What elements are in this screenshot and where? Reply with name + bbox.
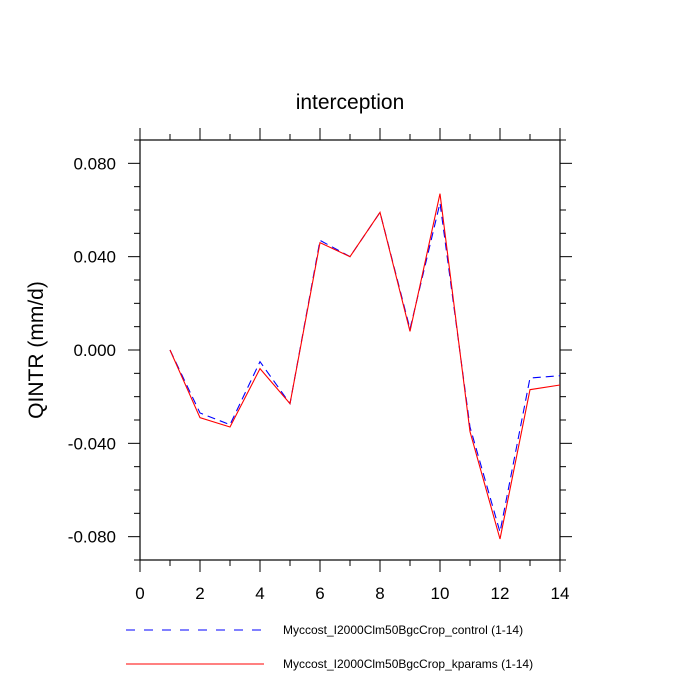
x-tick-label: 0 bbox=[135, 584, 144, 603]
axis-tick-labels: 0 2 4 6 8 10 12 14 0.080 0.040 0.000 -0.040 -0.080 bbox=[68, 154, 570, 603]
x-tick-label: 14 bbox=[551, 584, 570, 603]
data-series bbox=[169, 193, 561, 540]
y-tick-label: -0.080 bbox=[68, 528, 116, 547]
y-axis-label: QINTR (mm/d) bbox=[25, 281, 48, 419]
plot-border bbox=[139, 139, 561, 561]
plot-frame bbox=[139, 139, 561, 561]
x-tick-label: 10 bbox=[431, 584, 450, 603]
legend-label-kparams: Myccost_I2000Clm50BgcCrop_kparams (1-14) bbox=[283, 657, 533, 671]
series-line-control bbox=[169, 202, 561, 533]
legend: Myccost_I2000Clm50BgcCrop_control (1-14)… bbox=[126, 623, 533, 671]
chart-title: interception bbox=[296, 91, 405, 114]
y-tick-label: -0.040 bbox=[68, 434, 116, 453]
y-tick-label: 0.080 bbox=[73, 154, 116, 173]
x-tick-label: 8 bbox=[375, 584, 384, 603]
legend-label-control: Myccost_I2000Clm50BgcCrop_control (1-14) bbox=[283, 623, 523, 637]
y-tick-label: 0.000 bbox=[73, 341, 116, 360]
series-line-kparams bbox=[169, 193, 561, 540]
y-tick-label: 0.040 bbox=[73, 248, 116, 267]
x-tick-label: 4 bbox=[255, 584, 264, 603]
x-tick-label: 12 bbox=[491, 584, 510, 603]
x-tick-label: 2 bbox=[195, 584, 204, 603]
axis-ticks bbox=[128, 128, 572, 572]
x-tick-label: 6 bbox=[315, 584, 324, 603]
